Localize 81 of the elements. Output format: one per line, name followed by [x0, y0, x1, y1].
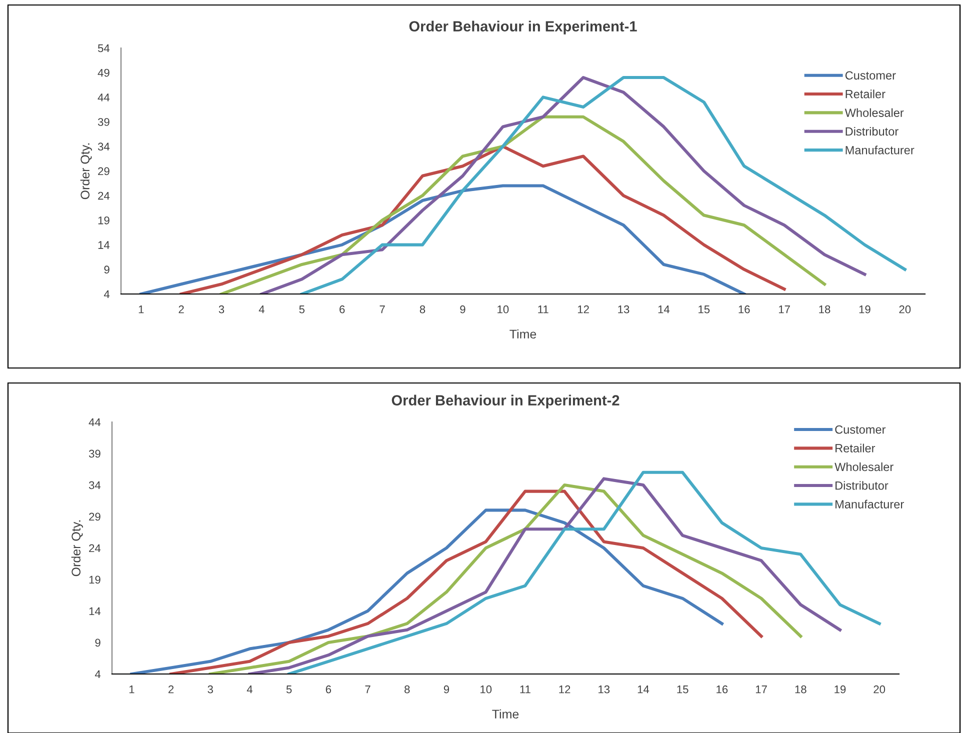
chart-title: Order Behaviour in Experiment-1	[409, 20, 637, 34]
line-series	[130, 508, 724, 674]
y-tick-label: 19	[98, 216, 110, 224]
x-tick-label: 9	[460, 305, 466, 314]
y-axis-title: Order Qty.	[71, 520, 83, 576]
x-tick-label: 16	[716, 685, 728, 694]
x-tick-label: 7	[380, 306, 385, 314]
y-tick-label: 29	[89, 512, 100, 521]
x-tick-label: 12	[578, 305, 589, 314]
legend-label: Retailer	[836, 444, 876, 452]
x-axis-title: Time	[510, 329, 536, 339]
y-tick-label: 39	[98, 118, 110, 126]
x-tick-label: 10	[480, 685, 492, 694]
y-tick-label: 9	[104, 266, 110, 274]
x-tick-label: 13	[618, 305, 630, 314]
legend-label: Customer	[835, 425, 886, 434]
x-tick-label: 17	[756, 686, 767, 694]
x-tick-label: 10	[498, 305, 509, 314]
x-tick-label: 1	[129, 686, 134, 694]
x-tick-label: 16	[738, 305, 750, 314]
line-series	[140, 184, 746, 294]
legend-label: Distributor	[836, 481, 888, 490]
y-tick-label: 54	[98, 44, 110, 52]
y-tick-label: 14	[98, 241, 110, 249]
x-tick-label: 19	[859, 305, 870, 314]
y-tick-label: 24	[98, 192, 110, 200]
y-tick-label: 49	[98, 68, 110, 77]
x-tick-label: 11	[520, 686, 530, 694]
y-tick-label: 4	[104, 290, 110, 298]
x-tick-label: 7	[365, 686, 370, 694]
x-tick-label: 3	[208, 685, 213, 694]
line-series	[220, 115, 826, 294]
x-tick-label: 2	[168, 685, 174, 694]
chart-title: Order Behaviour in Experiment-2	[392, 394, 620, 408]
line-series	[180, 144, 786, 294]
legend-label: Retailer	[846, 90, 886, 98]
x-tick-label: 20	[874, 685, 886, 694]
x-tick-label: 6	[340, 305, 345, 314]
x-tick-label: 4	[258, 306, 264, 314]
x-tick-label: 14	[658, 306, 670, 314]
x-tick-label: 18	[819, 305, 830, 314]
x-tick-label: 15	[698, 306, 710, 314]
y-tick-label: 14	[89, 607, 101, 616]
x-tick-label: 4	[246, 686, 252, 694]
x-tick-label: 8	[404, 685, 410, 694]
y-tick-label: 19	[89, 576, 100, 584]
x-tick-label: 3	[218, 305, 224, 314]
legend-label: Customer	[845, 71, 896, 80]
y-tick-label: 24	[89, 544, 101, 552]
legend-label: Distributor	[846, 126, 898, 136]
x-tick-label: 1	[138, 306, 144, 314]
x-tick-label: 5	[299, 306, 305, 314]
y-tick-label: 34	[88, 481, 101, 490]
legend-label: Wholesaler	[834, 462, 894, 472]
x-tick-label: 6	[326, 685, 332, 694]
y-tick-label: 4	[94, 670, 101, 678]
x-tick-label: 14	[638, 686, 650, 694]
y-tick-label: 44	[98, 94, 110, 102]
x-axis-title: Time	[492, 709, 519, 719]
legend-label: Manufacturer	[836, 500, 904, 508]
x-tick-label: 17	[778, 306, 790, 314]
x-tick-label: 19	[834, 685, 846, 694]
y-tick-label: 44	[88, 418, 101, 426]
x-tick-label: 5	[286, 686, 292, 694]
x-tick-label: 18	[795, 685, 806, 694]
x-tick-label: 20	[899, 305, 911, 314]
y-tick-label: 34	[98, 142, 110, 151]
x-tick-label: 15	[677, 686, 688, 694]
line-series	[169, 490, 763, 674]
legend-label: Manufacturer	[846, 146, 914, 154]
y-tick-label: 9	[95, 638, 100, 647]
x-tick-label: 9	[444, 685, 450, 694]
x-tick-label: 8	[420, 305, 426, 314]
x-tick-label: 12	[559, 685, 570, 694]
y-axis-title: Order Qty.	[80, 143, 92, 200]
x-tick-label: 11	[538, 306, 548, 314]
y-tick-label: 39	[88, 450, 100, 458]
legend-label: Wholesaler	[844, 108, 904, 117]
x-tick-label: 2	[178, 305, 184, 314]
x-tick-label: 13	[598, 685, 610, 694]
y-tick-label: 29	[98, 167, 110, 176]
